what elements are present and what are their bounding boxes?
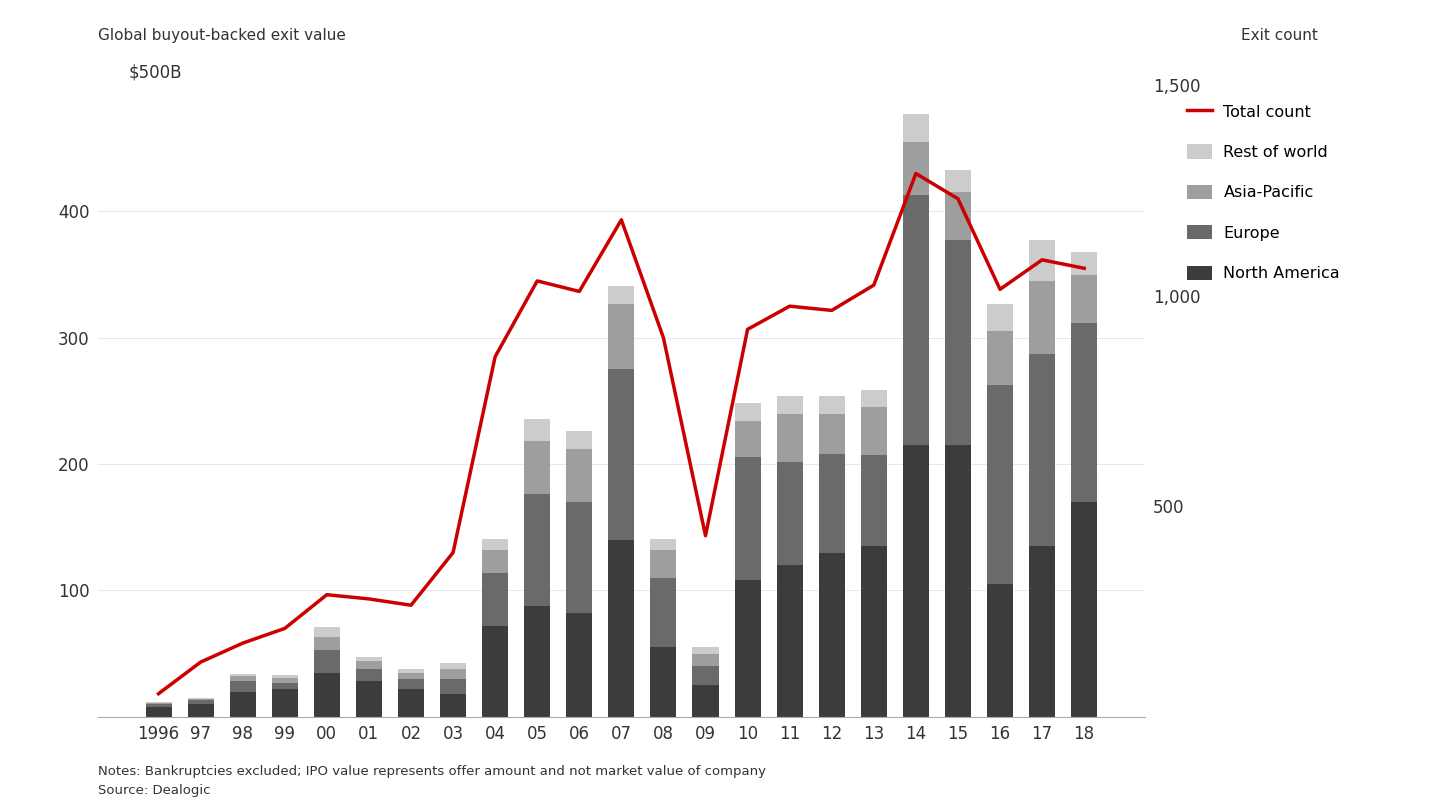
Bar bbox=[397, 672, 423, 679]
Bar bbox=[986, 584, 1014, 717]
Bar bbox=[187, 704, 213, 717]
Bar bbox=[356, 658, 382, 661]
Bar bbox=[986, 304, 1014, 331]
Bar bbox=[145, 703, 171, 704]
Bar bbox=[1071, 322, 1097, 502]
Bar bbox=[651, 550, 677, 578]
Bar bbox=[1071, 502, 1097, 717]
Bar bbox=[441, 679, 467, 694]
Bar bbox=[524, 606, 550, 717]
Text: Notes: Bankruptcies excluded; IPO value represents offer amount and not market v: Notes: Bankruptcies excluded; IPO value … bbox=[98, 765, 766, 778]
Bar bbox=[356, 669, 382, 681]
Bar bbox=[693, 667, 719, 685]
Bar bbox=[819, 454, 845, 552]
Bar bbox=[903, 142, 929, 195]
Bar bbox=[566, 431, 592, 449]
Bar bbox=[945, 446, 971, 717]
Bar bbox=[986, 331, 1014, 385]
Bar bbox=[1030, 546, 1056, 717]
Bar bbox=[776, 565, 802, 717]
Bar bbox=[524, 419, 550, 441]
Bar bbox=[314, 672, 340, 717]
Bar bbox=[229, 674, 256, 676]
Bar bbox=[1030, 354, 1056, 546]
Text: $500B: $500B bbox=[130, 63, 183, 81]
Bar bbox=[187, 698, 213, 699]
Bar bbox=[1030, 281, 1056, 354]
Bar bbox=[145, 704, 171, 707]
Bar bbox=[356, 681, 382, 717]
Bar bbox=[734, 457, 760, 581]
Bar bbox=[776, 462, 802, 565]
Bar bbox=[314, 637, 340, 650]
Bar bbox=[945, 193, 971, 241]
Bar bbox=[1030, 241, 1056, 281]
Bar bbox=[441, 694, 467, 717]
Bar bbox=[229, 676, 256, 681]
Bar bbox=[187, 699, 213, 701]
Bar bbox=[441, 663, 467, 669]
Bar bbox=[861, 390, 887, 407]
Bar bbox=[861, 407, 887, 455]
Bar bbox=[608, 304, 635, 369]
Bar bbox=[566, 449, 592, 502]
Bar bbox=[1071, 275, 1097, 322]
Bar bbox=[861, 455, 887, 546]
Legend: Total count, Rest of world, Asia-Pacific, Europe, North America: Total count, Rest of world, Asia-Pacific… bbox=[1187, 104, 1341, 281]
Bar bbox=[903, 446, 929, 717]
Bar bbox=[734, 581, 760, 717]
Bar bbox=[441, 669, 467, 679]
Bar bbox=[566, 613, 592, 717]
Bar bbox=[482, 626, 508, 717]
Bar bbox=[776, 396, 802, 414]
Bar bbox=[903, 114, 929, 142]
Bar bbox=[945, 241, 971, 446]
Bar bbox=[524, 441, 550, 494]
Bar bbox=[903, 195, 929, 446]
Bar bbox=[608, 369, 635, 540]
Bar bbox=[693, 685, 719, 717]
Text: Global buyout-backed exit value: Global buyout-backed exit value bbox=[98, 28, 346, 44]
Text: Exit count: Exit count bbox=[1241, 28, 1318, 44]
Bar bbox=[397, 689, 423, 717]
Bar bbox=[986, 385, 1014, 584]
Bar bbox=[734, 421, 760, 457]
Bar bbox=[776, 414, 802, 462]
Bar bbox=[397, 669, 423, 672]
Bar bbox=[187, 701, 213, 704]
Bar bbox=[145, 707, 171, 717]
Bar bbox=[482, 539, 508, 550]
Bar bbox=[608, 286, 635, 304]
Bar bbox=[482, 550, 508, 573]
Bar bbox=[524, 494, 550, 606]
Bar bbox=[693, 654, 719, 667]
Bar bbox=[861, 546, 887, 717]
Bar bbox=[819, 414, 845, 454]
Bar bbox=[651, 578, 677, 647]
Bar bbox=[651, 647, 677, 717]
Bar bbox=[1071, 252, 1097, 275]
Bar bbox=[819, 552, 845, 717]
Bar bbox=[272, 676, 298, 678]
Bar bbox=[945, 170, 971, 193]
Bar bbox=[693, 647, 719, 654]
Bar bbox=[145, 701, 171, 703]
Bar bbox=[272, 683, 298, 689]
Bar bbox=[314, 627, 340, 637]
Bar bbox=[397, 679, 423, 689]
Bar bbox=[229, 692, 256, 717]
Text: Source: Dealogic: Source: Dealogic bbox=[98, 784, 210, 797]
Bar bbox=[356, 661, 382, 669]
Bar bbox=[272, 678, 298, 683]
Bar bbox=[608, 540, 635, 717]
Bar bbox=[314, 650, 340, 672]
Bar bbox=[272, 689, 298, 717]
Bar bbox=[819, 396, 845, 414]
Bar bbox=[566, 502, 592, 613]
Bar bbox=[229, 681, 256, 692]
Bar bbox=[651, 539, 677, 550]
Bar bbox=[734, 403, 760, 421]
Bar bbox=[482, 573, 508, 626]
